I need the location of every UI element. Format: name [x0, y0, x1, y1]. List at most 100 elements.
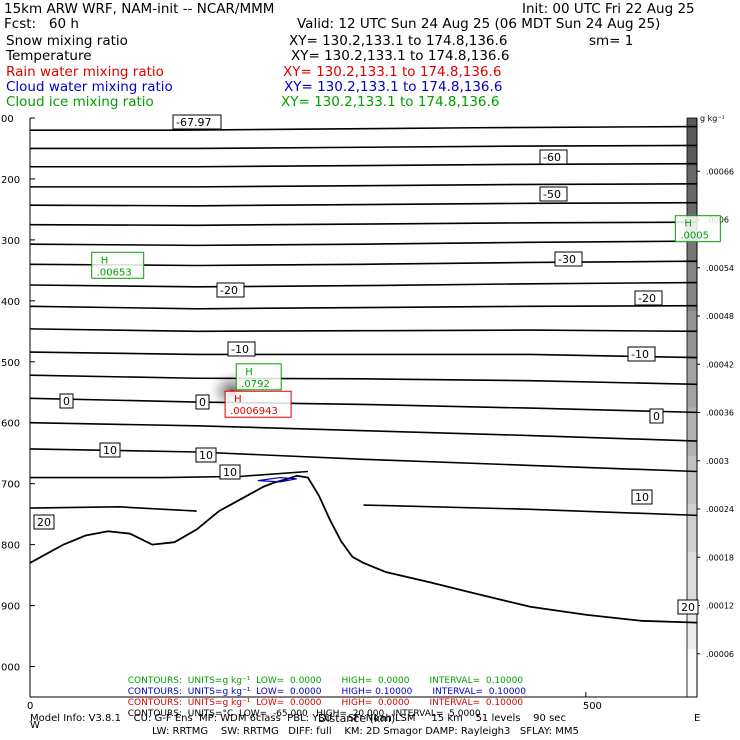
- temperature-contour: [29, 506, 197, 512]
- contour-label-box: [554, 251, 583, 267]
- west-label: W: [30, 720, 40, 731]
- field-cloudwater-xy: XY= 130.2,133.1 to 174.8,136.6: [284, 79, 503, 95]
- contour-label: 0: [63, 395, 70, 408]
- ci-ice-interval: INTERVAL= 0.10000: [429, 676, 524, 686]
- y-tick-label: 800: [1, 541, 20, 552]
- contour-label: 20: [37, 516, 51, 529]
- ci-temp-units: UNITS=°C: [187, 709, 234, 719]
- field-cloudwater-name: Cloud water mixing ratio: [6, 79, 173, 95]
- colorbar-tick-label: .00006: [706, 650, 734, 659]
- temperature-contour: [29, 397, 698, 414]
- contour-label-box: [59, 393, 74, 409]
- colorbar-segment: [687, 648, 697, 698]
- ci-temp-high: HIGH= 20.000: [316, 709, 385, 719]
- colorbar-segment: [687, 552, 697, 602]
- x-tick-label: 0: [27, 701, 33, 712]
- colorbar-tick-label: .00024: [706, 505, 734, 514]
- field-temp-name: Temperature: [6, 48, 92, 64]
- ci-ice-low: LOW= 0.0000: [256, 676, 322, 686]
- footer-physics-info: LW: RRTMG SW: RRTMG DIFF: full KM: 2D Sm…: [152, 726, 579, 737]
- field-rain-xy: XY= 130.2,133.1 to 174.8,136.6: [283, 64, 502, 80]
- contour-label-box: [172, 114, 222, 130]
- temperature-contour: [29, 328, 698, 333]
- y-tick-label: 600: [1, 419, 20, 430]
- temperature-contour: [30, 183, 698, 188]
- forecast-hour: Fcst: 60 h: [4, 16, 79, 32]
- colorbar-tick-label: .00048: [706, 312, 734, 321]
- high-marker-label: H: [245, 367, 253, 378]
- colorbar-tick-label: .00042: [706, 360, 734, 369]
- temperature-contour: [363, 504, 698, 517]
- colorbar-tick-label: .00054: [706, 264, 734, 273]
- contour-label: 10: [635, 491, 649, 504]
- x-axis-label: Distance (km): [318, 712, 396, 725]
- y-tick-label: 200: [1, 175, 20, 186]
- contour-label: -50: [543, 188, 561, 201]
- high-marker-label: H: [234, 394, 242, 405]
- colorbar-tick-label: .00012: [706, 602, 734, 611]
- temperature-contour: [29, 374, 698, 386]
- high-marker-box: [91, 251, 145, 279]
- contour-label-box: [627, 346, 656, 362]
- high-marker-value: .0006943: [230, 406, 278, 417]
- temperature-contour: [29, 221, 698, 227]
- high-marker-value: .0792: [241, 379, 270, 390]
- colorbar-segment: [687, 600, 697, 650]
- ci-rain-interval: INTERVAL= 0.10000: [429, 698, 524, 708]
- contour-label: -20: [220, 284, 238, 297]
- temperature-contour: [29, 201, 698, 207]
- model-title: 15km ARW WRF, NAM-init -- NCAR/MMM: [4, 1, 275, 17]
- y-tick-label: 00: [1, 114, 14, 125]
- field-snow-xy: XY= 130.2,133.1 to 174.8,136.6: [289, 33, 508, 49]
- contour-label-box: [631, 489, 653, 505]
- temperature-contour: [29, 304, 698, 310]
- contour-info-ice: CONTOURS: UNITS=g kg⁻¹ LOW= 0.0000 HIGH=…: [122, 666, 523, 686]
- temperature-contour: [29, 421, 698, 442]
- contour-info-temp: CONTOURS: UNITS=°C LOW= -65.000 HIGH= 20…: [122, 699, 481, 719]
- ci-rain-low: LOW= 0.0000: [256, 698, 322, 708]
- y-tick-label: 000: [1, 663, 20, 674]
- high-marker-value: .00653: [97, 267, 132, 278]
- contour-label: 0: [199, 396, 206, 409]
- ci-cw-contours: CONTOURS:: [127, 687, 183, 697]
- contour-label-box: [99, 442, 121, 458]
- colorbar-units: g kg⁻¹: [700, 114, 725, 123]
- temperature-contour: [29, 240, 698, 247]
- ci-ice-high: HIGH= 0.0000: [341, 676, 410, 686]
- colorbar-segment: [687, 455, 697, 505]
- temperature-contour: [29, 281, 698, 288]
- field-cloudice-name: Cloud ice mixing ratio: [6, 94, 154, 110]
- colorbar-segment: [687, 407, 697, 457]
- contour-label-box: [677, 599, 699, 615]
- y-tick-label: 300: [1, 236, 20, 247]
- field-temp-xy: XY= 130.2,133.1 to 174.8,136.6: [291, 48, 510, 64]
- ci-ice-contours: CONTOURS:: [127, 676, 183, 686]
- ci-cw-units: UNITS=g kg⁻¹: [187, 687, 251, 697]
- colorbar-segment: [687, 166, 697, 216]
- contour-label-box: [195, 394, 210, 410]
- contour-label: -20: [638, 292, 656, 305]
- temperature-contour: [29, 448, 698, 473]
- temperature-contour: [30, 470, 308, 479]
- contour-label: 10: [199, 449, 213, 462]
- contour-label-box: [195, 447, 217, 463]
- colorbar-tick-label: .00036: [706, 409, 734, 418]
- y-tick-label: 400: [1, 297, 20, 308]
- contour-label-box: [227, 341, 256, 357]
- ci-temp-low: LOW= -65.000: [239, 709, 308, 719]
- contour-label: -30: [558, 253, 576, 266]
- y-tick-label: 700: [1, 480, 20, 491]
- ci-cw-low: LOW= 0.0000: [256, 687, 322, 697]
- ci-temp-interval: INTERVAL= 5.0000: [392, 709, 481, 719]
- contour-info-rain: CONTOURS: UNITS=g kg⁻¹ LOW= 0.0000 HIGH=…: [122, 688, 523, 708]
- contour-label: -67.97: [176, 116, 211, 129]
- contour-label-box: [33, 514, 55, 530]
- high-marker-box: [674, 215, 721, 243]
- temperature-contour: [30, 125, 698, 131]
- ci-rain-high: HIGH= 0.0000: [341, 698, 410, 708]
- field-snow-name: Snow mixing ratio: [6, 33, 128, 49]
- temperature-contour: [29, 351, 698, 359]
- temperature-contour: [30, 144, 698, 150]
- contour-label-box: [649, 408, 664, 424]
